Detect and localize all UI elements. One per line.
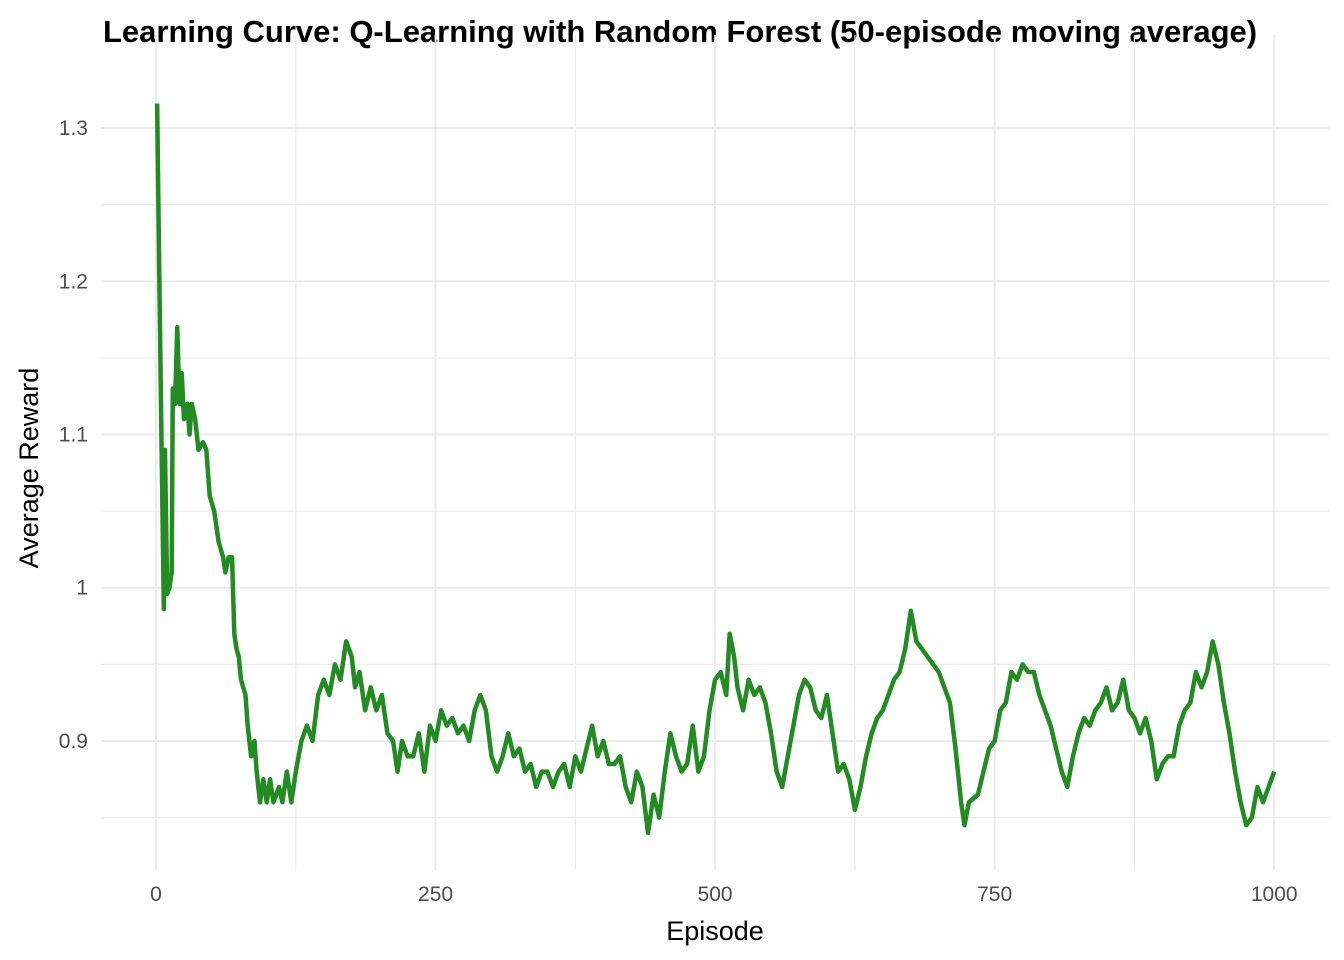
x-axis-label: Episode bbox=[666, 916, 764, 946]
y-tick-label: 1.2 bbox=[59, 270, 88, 293]
y-tick-label: 0.9 bbox=[59, 730, 88, 753]
grid bbox=[101, 35, 1329, 870]
x-tick-label: 0 bbox=[150, 883, 162, 906]
y-axis-label: Average Reward bbox=[14, 368, 44, 569]
y-tick-label: 1 bbox=[76, 577, 88, 600]
plot bbox=[154, 103, 1277, 836]
x-tick-label: 500 bbox=[698, 883, 733, 906]
line bbox=[154, 103, 1277, 836]
y-tick-label: 1.1 bbox=[59, 423, 88, 446]
chart-title: Learning Curve: Q-Learning with Random F… bbox=[103, 14, 1257, 49]
x-tick-label: 1000 bbox=[1251, 883, 1298, 906]
x-tick-label: 250 bbox=[418, 883, 453, 906]
y-tick-label: 1.3 bbox=[59, 117, 88, 140]
x-tick-label: 750 bbox=[977, 883, 1012, 906]
